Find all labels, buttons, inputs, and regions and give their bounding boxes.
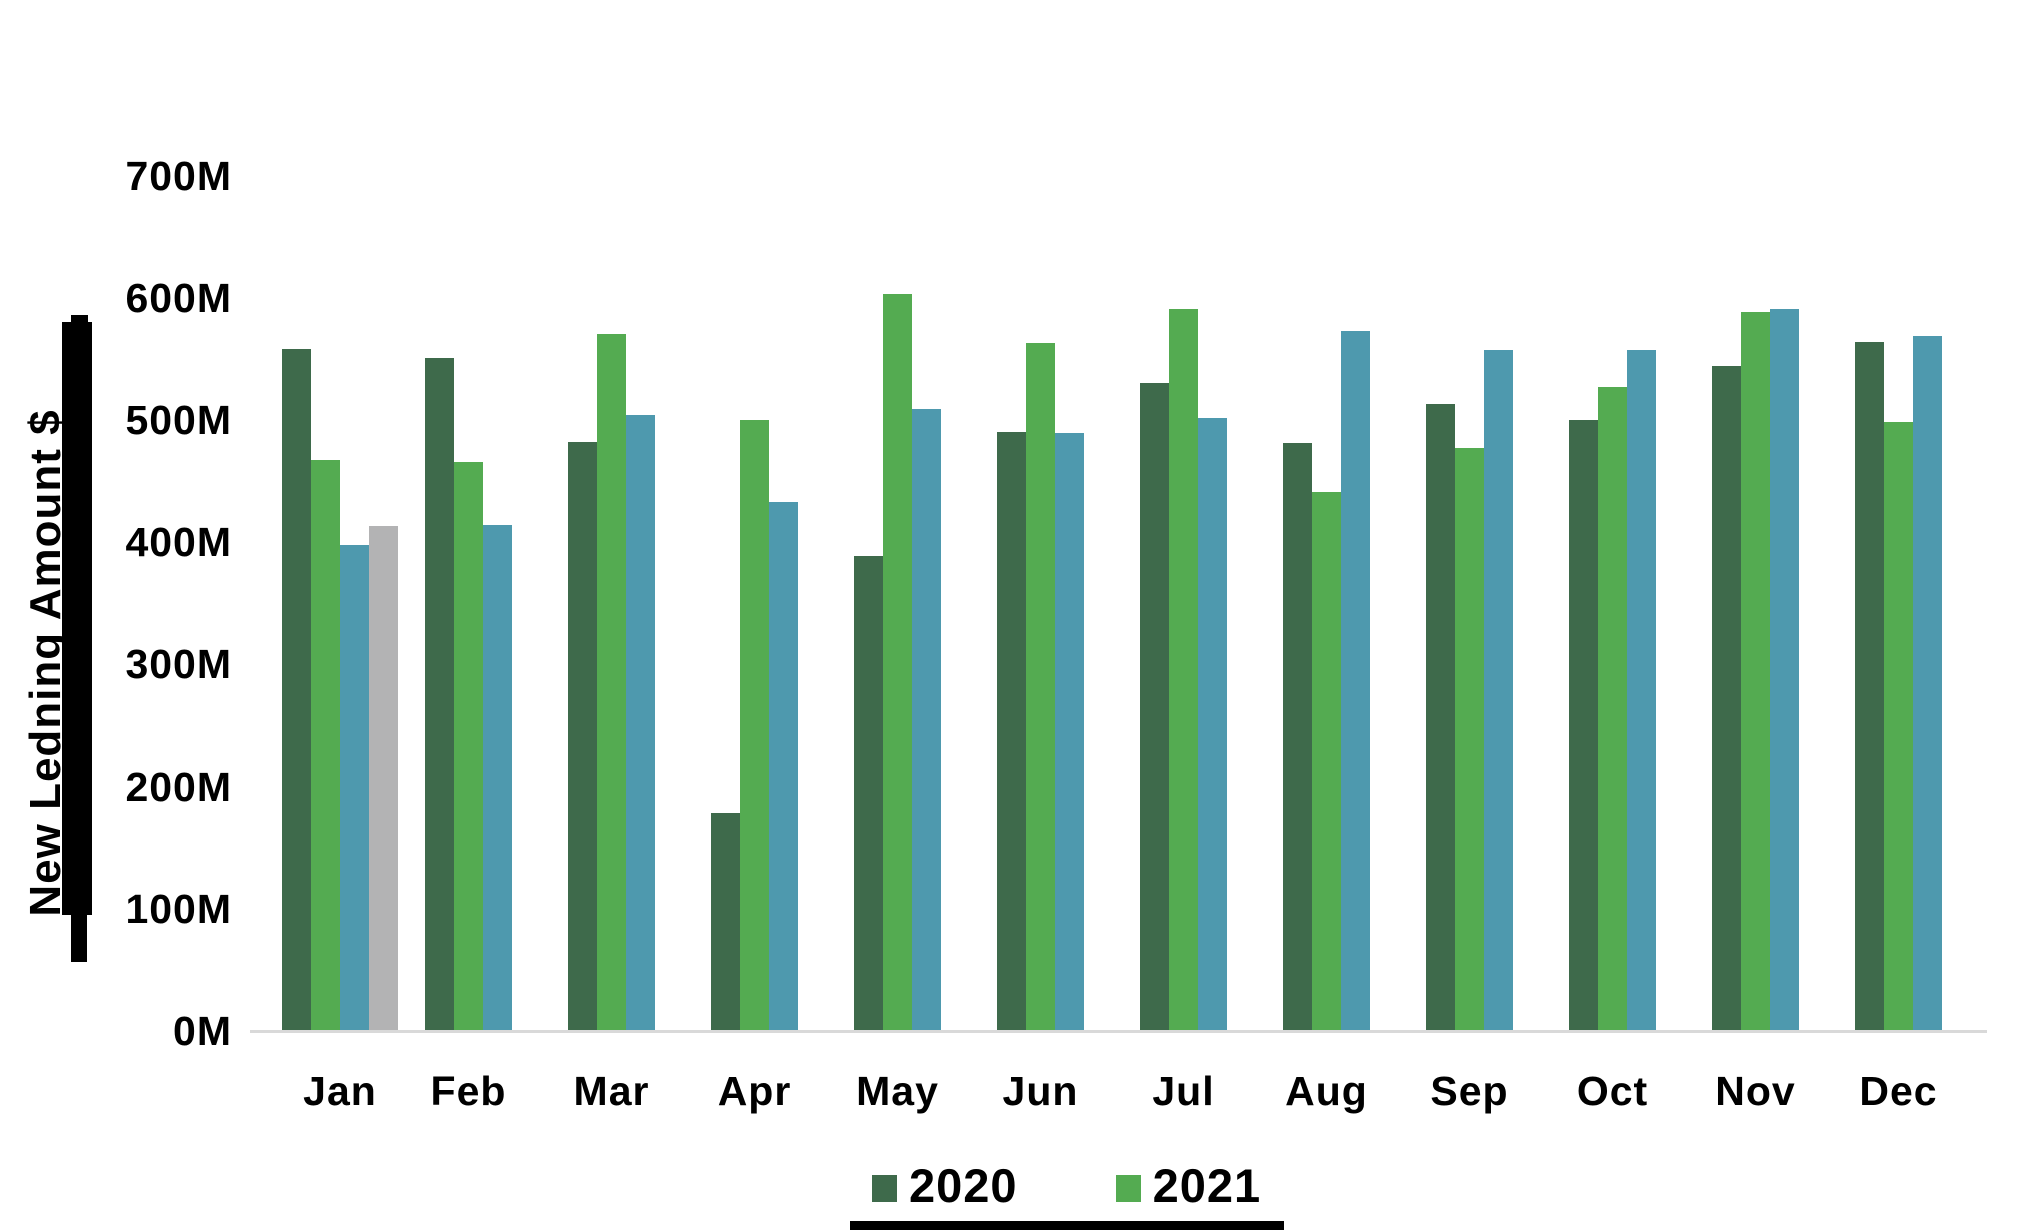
bar-sep-2020 [1426, 404, 1455, 1031]
bar-feb-2021 [454, 461, 483, 1031]
bar-apr-unlabeled [769, 501, 798, 1031]
legend-swatch-icon [872, 1175, 897, 1202]
bar-aug-2021 [1312, 492, 1341, 1031]
bar-jul-2020 [1140, 383, 1169, 1031]
bar-jan-2021 [311, 460, 340, 1031]
bar-apr-2021 [740, 420, 769, 1031]
bar-aug-unlabeled [1341, 330, 1370, 1031]
x-axis-label-sep: Sep [1430, 1068, 1509, 1114]
bar-dec-unlabeled [1913, 335, 1942, 1031]
y-tick-label: 100M [125, 885, 232, 932]
y-tick-label: 700M [125, 152, 232, 199]
x-axis-label-feb: Feb [430, 1068, 507, 1114]
bar-oct-unlabeled [1627, 350, 1656, 1031]
bar-sep-2021 [1455, 448, 1484, 1031]
bar-nov-unlabeled [1770, 308, 1799, 1031]
bar-nov-2020 [1712, 366, 1741, 1031]
y-tick-label: 400M [125, 519, 232, 566]
bar-jun-2021 [1026, 343, 1055, 1031]
bar-dec-2021 [1884, 422, 1913, 1031]
bar-oct-2021 [1598, 387, 1627, 1031]
bar-jul-unlabeled [1198, 417, 1227, 1031]
x-axis-label-jul: Jul [1152, 1068, 1215, 1114]
x-axis-label-jun: Jun [1002, 1068, 1079, 1114]
x-axis-label-may: May [856, 1068, 939, 1114]
bar-jun-unlabeled [1055, 433, 1084, 1031]
bar-jul-2021 [1169, 308, 1198, 1031]
y-tick-label: 0M [173, 1008, 232, 1054]
legend-underline [850, 1221, 1284, 1230]
bar-nov-2021 [1741, 312, 1770, 1031]
bar-oct-2020 [1569, 420, 1598, 1031]
bar-feb-unlabeled [483, 525, 512, 1031]
y-tick-label: 600M [125, 274, 232, 321]
chart-legend: 2020 2021 [872, 1158, 1261, 1213]
x-axis-baseline [250, 1030, 1987, 1033]
bar-mar-2021 [597, 334, 626, 1031]
y-tick-label: 200M [125, 763, 232, 810]
y-axis-annotation-bar-top-nub [71, 315, 88, 324]
y-axis-annotation-bar [62, 322, 92, 915]
x-axis-label-dec: Dec [1859, 1068, 1938, 1114]
bar-mar-2020 [568, 441, 597, 1031]
bar-jan-unlabeled [340, 544, 369, 1031]
legend-label: 2021 [1152, 1159, 1262, 1212]
bar-sep-unlabeled [1484, 350, 1513, 1031]
x-axis-label-apr: Apr [717, 1068, 792, 1114]
legend-swatch-icon [1115, 1175, 1141, 1202]
bar-may-unlabeled [912, 409, 941, 1031]
y-axis-annotation-bar-bottom-tail [71, 915, 87, 962]
legend-entry-2020: 2020 [872, 1158, 1018, 1213]
x-axis-label-mar: Mar [573, 1068, 650, 1114]
bar-jan-2020 [282, 349, 311, 1031]
x-axis-label-nov: Nov [1715, 1068, 1796, 1114]
y-tick-label: 300M [125, 641, 232, 688]
legend-label: 2020 [909, 1159, 1018, 1212]
x-axis-label-oct: Oct [1576, 1068, 1649, 1114]
bar-may-2021 [883, 294, 912, 1031]
bar-dec-2020 [1855, 341, 1884, 1031]
bar-may-2020 [854, 555, 883, 1031]
bar-aug-2020 [1283, 443, 1312, 1031]
x-axis-label-aug: Aug [1285, 1068, 1368, 1114]
bar-jan-unlabeled [369, 526, 398, 1031]
bar-apr-2020 [711, 813, 740, 1031]
bar-mar-unlabeled [626, 415, 655, 1031]
bar-jun-2020 [997, 432, 1026, 1031]
legend-entry-2021: 2021 [1115, 1158, 1262, 1213]
x-axis-label-jan: Jan [303, 1068, 377, 1114]
y-tick-label: 500M [125, 397, 232, 443]
bar-feb-2020 [425, 357, 454, 1031]
